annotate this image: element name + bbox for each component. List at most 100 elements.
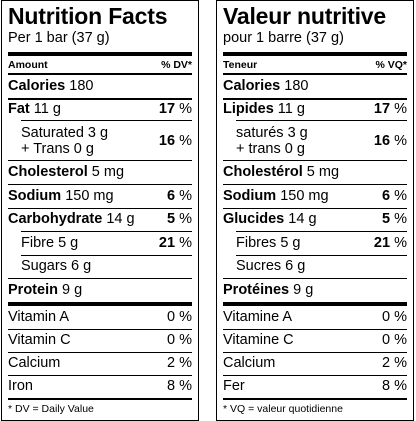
panel-title: Valeur nutritive [223,3,386,29]
vitamin-c-label: Vitamin C [8,332,71,348]
divider [223,73,407,75]
sodium-amount: 150 mg [280,188,329,204]
cholesterol-amount: 5 mg [91,164,125,180]
divider [8,98,192,100]
carbohydrate-amount: 14 g [288,211,317,227]
divider [8,302,192,306]
carbohydrate-dv: 5 [381,211,391,227]
carbohydrate-label: Glucides [223,211,285,227]
fibre-amount: 5 g [58,235,79,251]
calcium-dv: 2 [166,355,176,371]
fat-dv: 17 [158,101,176,117]
amount-header: Teneur [223,59,258,71]
percent-sign: % [394,332,407,348]
trans-label: + trans [236,141,281,157]
divider [223,208,407,209]
saturated-trans-row: saturés 3 g + trans 0 g 16 % [223,123,407,159]
sugars-amount: 6 g [285,258,306,274]
trans-amount: 0 g [73,141,94,157]
fat-dv: 17 [373,101,391,117]
percent-sign: % [394,235,407,251]
trans-label: + Trans [21,141,70,157]
divider [223,329,407,330]
divider [21,120,192,121]
sugars-label: Sucres [236,258,282,274]
divider [223,375,407,376]
divider [8,52,192,56]
percent-sign: % [394,378,407,394]
nutrition-facts-panel-french: Valeur nutritive pour 1 barre (37 g) Ten… [216,0,414,421]
divider [223,184,407,185]
divider [8,329,192,330]
calories-label: Calories [223,78,281,94]
protein-label: Protéines [223,282,290,298]
iron-label: Iron [8,378,33,394]
sodium-label: Sodium [223,188,277,204]
fibre-label: Fibres [236,235,277,251]
vitamin-c-dv: 0 [166,332,176,348]
footnote: * VQ = valeur quotidienne [223,403,343,415]
percent-sign: % [179,355,192,371]
saturated-amount: 3 g [287,125,308,141]
divider [8,278,192,279]
calcium-label: Calcium [223,355,276,371]
vitamin-c-dv: 0 [381,332,391,348]
percent-sign: % [179,211,192,227]
percent-sign: % [179,309,192,325]
divider [8,73,192,75]
protein-amount: 9 g [293,282,314,298]
percent-sign: % [394,101,407,117]
vitamin-a-label: Vitamin A [8,309,69,325]
sugars-label: Sugars [21,258,67,274]
divider [236,255,407,256]
serving-size: pour 1 barre (37 g) [223,30,344,46]
divider [8,208,192,209]
vitamin-c-label: Vitamine C [223,332,294,348]
fibre-amount: 5 g [280,235,301,251]
divider [236,231,407,232]
percent-sign: % [179,332,192,348]
divider [8,375,192,376]
saturated-label: Saturated [21,125,84,141]
saturated-trans-dv: 16 [158,133,176,149]
vitamin-a-dv: 0 [381,309,391,325]
percent-sign: % [179,133,192,149]
vitamin-a-label: Vitamine A [223,309,293,325]
calories-value: 180 [69,78,94,94]
divider [223,302,407,306]
divider [21,231,192,232]
divider [223,52,407,56]
saturated-label: saturés [236,125,284,141]
fibre-dv: 21 [373,235,391,251]
panel-title: Nutrition Facts [8,3,168,29]
divider [223,98,407,100]
cholesterol-amount: 5 mg [306,164,340,180]
calcium-label: Calcium [8,355,61,371]
protein-label: Protein [8,282,58,298]
amount-header: Amount [8,59,48,71]
percent-sign: % [394,211,407,227]
column-header: Teneur % VQ* [223,56,407,73]
saturated-trans-dv: 16 [373,133,391,149]
divider [8,184,192,185]
dv-header: % VQ* [375,59,407,71]
carbohydrate-amount: 14 g [106,211,135,227]
carbohydrate-dv: 5 [166,211,176,227]
percent-sign: % [179,378,192,394]
nutrition-facts-panel-english: Nutrition Facts Per 1 bar (37 g) Amount … [1,0,199,421]
fibre-label: Fibre [21,235,55,251]
iron-label: Fer [223,378,245,394]
calories-value: 180 [284,78,309,94]
divider [8,352,192,353]
carbohydrate-label: Carbohydrate [8,211,103,227]
fat-amount: 11 g [33,101,61,117]
protein-amount: 9 g [61,282,83,298]
saturated-amount: 3 g [87,125,109,141]
percent-sign: % [394,188,407,204]
sodium-label: Sodium [8,188,62,204]
percent-sign: % [179,188,192,204]
iron-dv: 8 [381,378,391,394]
percent-sign: % [179,101,192,117]
calcium-dv: 2 [381,355,391,371]
dv-header: % DV* [161,59,192,71]
